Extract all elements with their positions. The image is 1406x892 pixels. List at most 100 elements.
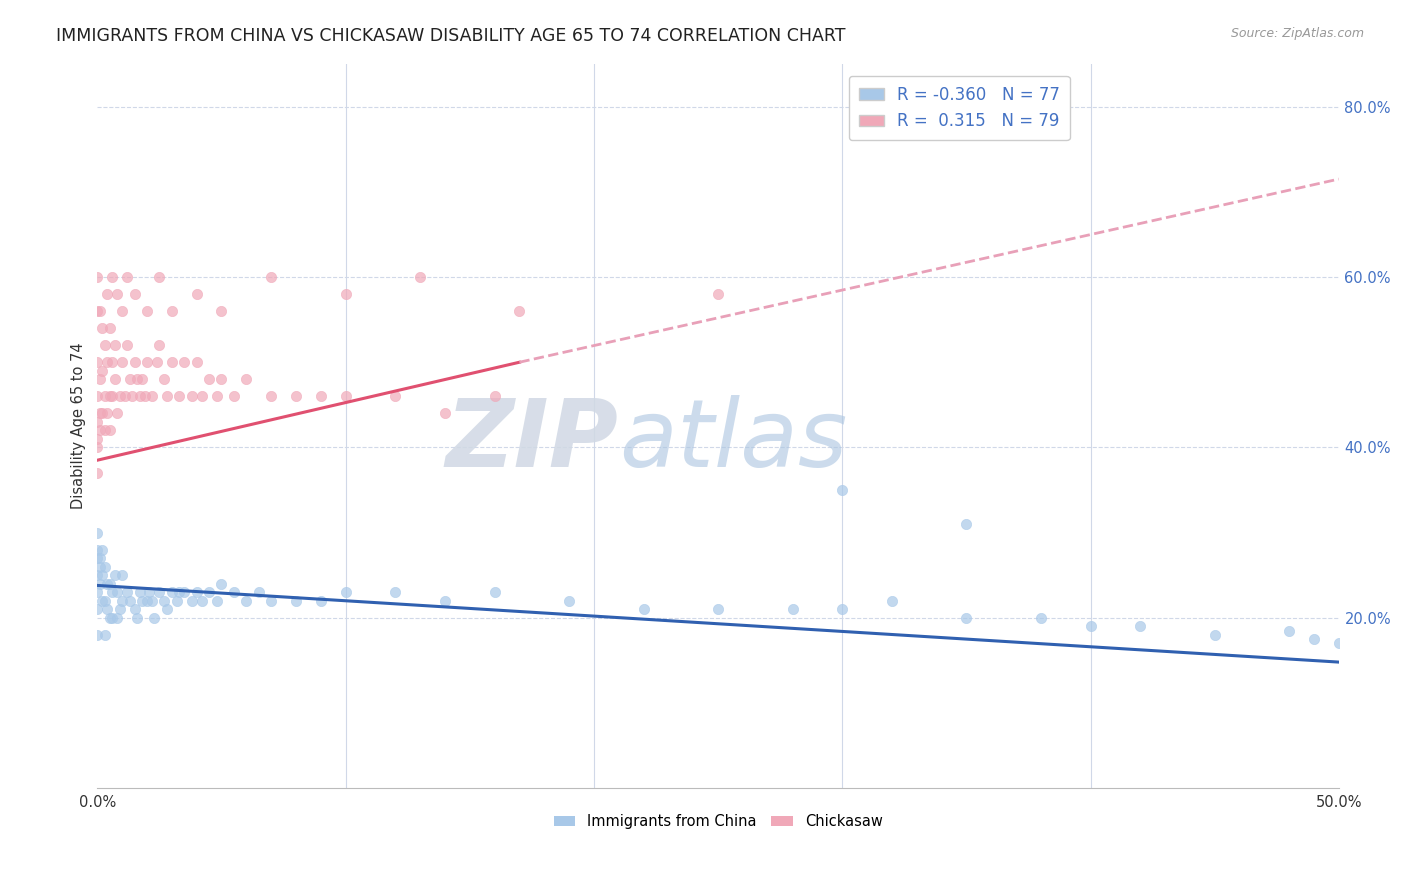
Point	[101, 585, 124, 599]
Point	[101, 355, 124, 369]
Point	[91, 542, 114, 557]
Point	[111, 355, 134, 369]
Point	[105, 287, 128, 301]
Point	[111, 593, 134, 607]
Point	[86, 568, 108, 582]
Point	[124, 287, 146, 301]
Point	[96, 287, 118, 301]
Point	[198, 372, 221, 386]
Point	[101, 270, 124, 285]
Legend: Immigrants from China, Chickasaw: Immigrants from China, Chickasaw	[548, 808, 889, 835]
Point	[125, 611, 148, 625]
Point	[86, 270, 108, 285]
Point	[104, 372, 127, 386]
Point	[831, 483, 853, 497]
Point	[124, 355, 146, 369]
Point	[115, 338, 138, 352]
Point	[86, 525, 108, 540]
Point	[1204, 628, 1226, 642]
Point	[247, 585, 270, 599]
Point	[104, 338, 127, 352]
Point	[173, 585, 195, 599]
Point	[141, 389, 163, 403]
Point	[880, 593, 903, 607]
Point	[384, 389, 406, 403]
Point	[86, 585, 108, 599]
Point	[190, 389, 212, 403]
Point	[96, 406, 118, 420]
Point	[108, 389, 131, 403]
Point	[707, 287, 730, 301]
Point	[86, 551, 108, 566]
Text: atlas: atlas	[619, 395, 846, 486]
Point	[111, 568, 134, 582]
Point	[1029, 611, 1052, 625]
Point	[94, 338, 117, 352]
Point	[190, 593, 212, 607]
Point	[211, 576, 233, 591]
Point	[173, 355, 195, 369]
Point	[235, 372, 257, 386]
Point	[633, 602, 655, 616]
Point	[205, 593, 228, 607]
Point	[89, 304, 111, 318]
Point	[101, 389, 124, 403]
Point	[335, 585, 357, 599]
Point	[86, 628, 108, 642]
Point	[148, 270, 170, 285]
Point	[205, 389, 228, 403]
Point	[98, 423, 121, 437]
Point	[180, 389, 202, 403]
Point	[86, 542, 108, 557]
Point	[707, 602, 730, 616]
Point	[211, 304, 233, 318]
Point	[141, 593, 163, 607]
Point	[91, 321, 114, 335]
Point	[118, 593, 141, 607]
Point	[111, 304, 134, 318]
Point	[156, 389, 179, 403]
Point	[86, 415, 108, 429]
Text: Source: ZipAtlas.com: Source: ZipAtlas.com	[1230, 27, 1364, 40]
Point	[782, 602, 804, 616]
Point	[105, 611, 128, 625]
Point	[89, 406, 111, 420]
Point	[222, 585, 245, 599]
Point	[186, 355, 208, 369]
Point	[169, 389, 191, 403]
Point	[156, 602, 179, 616]
Point	[105, 406, 128, 420]
Point	[831, 602, 853, 616]
Point	[131, 593, 153, 607]
Point	[235, 593, 257, 607]
Point	[86, 466, 108, 480]
Point	[115, 585, 138, 599]
Point	[409, 270, 432, 285]
Point	[222, 389, 245, 403]
Point	[124, 602, 146, 616]
Point	[433, 593, 456, 607]
Point	[91, 593, 114, 607]
Point	[94, 389, 117, 403]
Point	[153, 593, 176, 607]
Point	[285, 389, 308, 403]
Point	[89, 559, 111, 574]
Point	[260, 389, 283, 403]
Point	[131, 372, 153, 386]
Point	[98, 576, 121, 591]
Point	[335, 287, 357, 301]
Point	[89, 423, 111, 437]
Point	[94, 628, 117, 642]
Point	[136, 355, 159, 369]
Point	[86, 432, 108, 446]
Point	[1080, 619, 1102, 633]
Point	[96, 355, 118, 369]
Text: ZIP: ZIP	[446, 394, 619, 487]
Point	[86, 441, 108, 455]
Point	[433, 406, 456, 420]
Point	[89, 576, 111, 591]
Point	[89, 551, 111, 566]
Point	[94, 423, 117, 437]
Point	[96, 602, 118, 616]
Point	[94, 559, 117, 574]
